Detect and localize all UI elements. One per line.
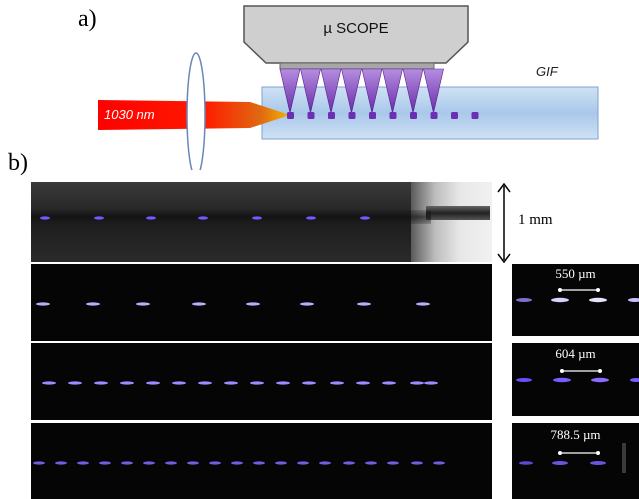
- plasma-spot: [275, 461, 287, 465]
- plasma-spot: [198, 216, 208, 220]
- plasma-spot: [121, 461, 133, 465]
- plasma-spot: [192, 302, 206, 306]
- plasma-spot: [136, 302, 150, 306]
- microscope-objective: [243, 5, 469, 70]
- plasma-spot: [360, 216, 370, 220]
- plasma-spot: [416, 302, 430, 306]
- focal-dot: [307, 112, 315, 119]
- focal-dot: [328, 112, 335, 119]
- microscope-label: µ SCOPE: [323, 20, 389, 37]
- inset-2-label: 604 µm: [555, 346, 596, 361]
- plasma-spot: [198, 381, 212, 385]
- plasma-spot: [94, 216, 104, 220]
- focal-dot: [451, 112, 458, 119]
- plasma-spot: [424, 381, 438, 385]
- focal-dot: [430, 112, 438, 119]
- plasma-spot: [252, 216, 262, 220]
- plasma-spot: [99, 461, 111, 465]
- plasma-spot: [365, 461, 377, 465]
- focal-dot: [287, 112, 294, 119]
- plasma-spot: [410, 381, 424, 385]
- plasma-spot: [120, 381, 134, 385]
- plasma-spot: [42, 381, 56, 385]
- plasma-spot: [306, 216, 316, 220]
- plasma-spot: [33, 461, 45, 465]
- panel-a-label: a): [78, 6, 97, 32]
- focal-cone: [361, 68, 383, 114]
- plasma-spot: [146, 381, 160, 385]
- scale-arrow: [497, 182, 511, 264]
- plasma-spot: [319, 461, 331, 465]
- inset-3-label: 788.5 µm: [550, 427, 601, 442]
- focal-dot: [389, 112, 397, 119]
- panel-b-label: b): [8, 150, 28, 176]
- focal-cone: [341, 68, 362, 114]
- plasma-spot: [356, 381, 370, 385]
- plasma-spot: [143, 461, 155, 465]
- plasma-spot: [302, 381, 316, 385]
- plasma-spot: [55, 461, 67, 465]
- focal-dot: [348, 112, 356, 119]
- focal-cone: [300, 68, 321, 114]
- plasma-spot: [231, 461, 243, 465]
- focal-dot: [410, 112, 417, 119]
- plasma-spot: [77, 461, 89, 465]
- plasma-spot: [146, 216, 156, 220]
- focal-cone: [402, 68, 424, 114]
- inset-1-label: 550 µm: [555, 266, 596, 281]
- setup-schematic: [98, 5, 599, 170]
- inset-3: 788.5 µm: [512, 423, 639, 499]
- focal-cone: [279, 68, 301, 114]
- focal-cone: [382, 68, 403, 114]
- plasma-spot: [433, 461, 445, 465]
- top-photo-dots: [40, 216, 370, 220]
- scale-bar-label: 1 mm: [518, 212, 553, 228]
- plasma-spot: [165, 461, 177, 465]
- row3-dots: [33, 461, 445, 465]
- fiber-label: GIF: [536, 64, 558, 79]
- row2-dots: [42, 381, 438, 385]
- plasma-spot: [246, 302, 260, 306]
- plasma-spot: [300, 302, 314, 306]
- plasma-spot: [250, 381, 264, 385]
- photo-row-2: [31, 343, 492, 420]
- plasma-spot: [68, 381, 82, 385]
- focal-dot: [369, 112, 376, 119]
- plasma-spot: [172, 381, 186, 385]
- photo-row-3: [31, 423, 492, 499]
- row1-dots: [36, 302, 430, 306]
- plasma-spot: [357, 302, 371, 306]
- plasma-spot: [187, 461, 199, 465]
- focal-dots: [287, 112, 479, 119]
- plasma-spot: [40, 216, 50, 220]
- plasma-spot: [330, 381, 344, 385]
- plasma-spot: [86, 302, 100, 306]
- inset-1: 550 µm: [512, 264, 639, 336]
- plasma-spot: [36, 302, 50, 306]
- plasma-spot: [276, 381, 290, 385]
- plasma-spot: [411, 461, 423, 465]
- laser-wavelength-label: 1030 nm: [104, 107, 155, 122]
- plasma-spot: [387, 461, 399, 465]
- plasma-spot: [224, 381, 238, 385]
- focal-cone: [423, 68, 444, 114]
- photo-top-fiber: [31, 182, 492, 262]
- plasma-spot: [94, 381, 108, 385]
- plasma-spot: [382, 381, 396, 385]
- plasma-spot: [343, 461, 355, 465]
- plasma-spot: [297, 461, 309, 465]
- photo-row-1: [31, 264, 492, 341]
- plasma-spot: [209, 461, 221, 465]
- focal-cones: [279, 68, 444, 114]
- focal-cone: [320, 68, 342, 114]
- inset-2: 604 µm: [512, 343, 639, 416]
- lens: [186, 52, 206, 170]
- plasma-spot: [253, 461, 265, 465]
- focal-dot: [471, 112, 479, 119]
